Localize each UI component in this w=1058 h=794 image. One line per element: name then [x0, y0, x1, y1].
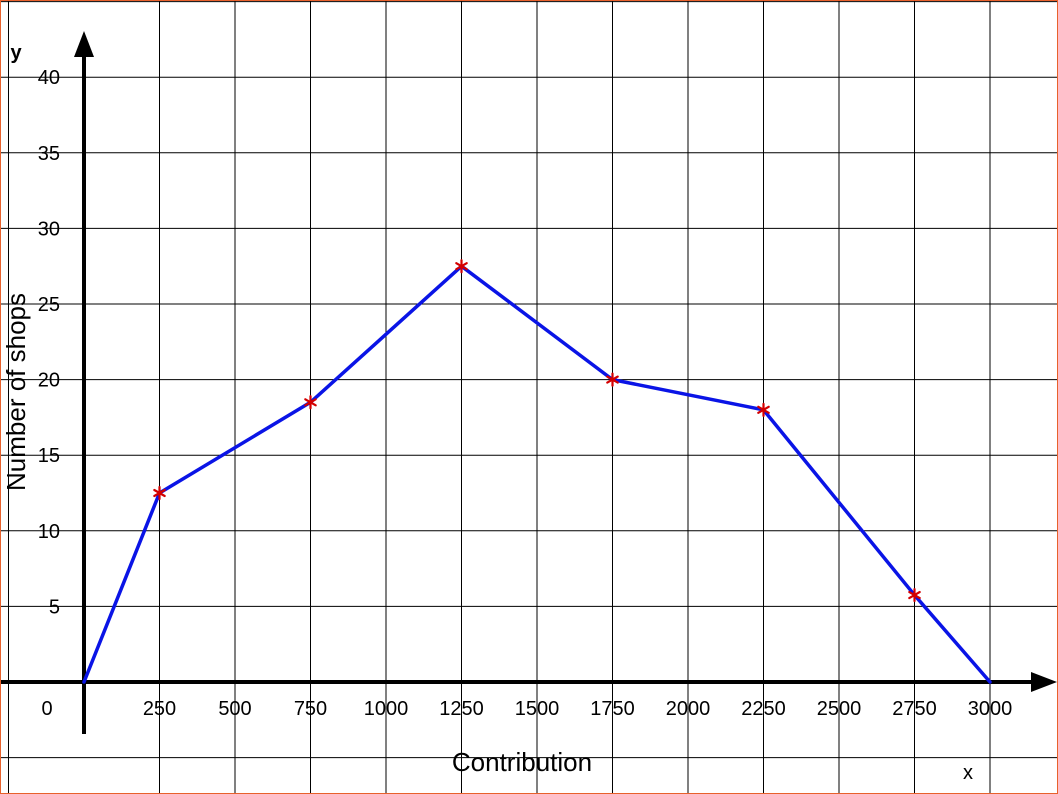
marker-layer: [153, 259, 921, 603]
marker-stroke: [304, 398, 317, 407]
y-tick-label: 30: [38, 218, 60, 240]
data-point-marker: [908, 587, 921, 603]
x-tick-label: 2750: [892, 698, 937, 720]
y-tick-label: 15: [38, 445, 60, 467]
data-point-marker: [606, 372, 619, 387]
y-tick-label: 35: [38, 143, 60, 165]
tick-labels: 250 500 750 1000 1250 1500 1750 2000 2250 2500 275…: [38, 67, 1013, 720]
x-axis-arrow: [1031, 672, 1057, 692]
data-point-marker: [153, 485, 166, 501]
marker-stroke: [606, 375, 619, 384]
data-point-marker: [455, 259, 468, 274]
x-tick-label: 2000: [666, 698, 711, 720]
data-point-marker: [757, 402, 770, 417]
x-tick-label: 3000: [968, 698, 1013, 720]
data-point-marker: [304, 395, 317, 410]
marker-stroke: [153, 488, 166, 498]
marker-stroke: [455, 262, 468, 271]
y-tick-label: 40: [38, 67, 60, 89]
y-tick-label: 5: [49, 596, 60, 618]
x-tick-label: 1500: [515, 698, 560, 720]
axes: [1, 31, 1057, 734]
x-tick-label: 750: [294, 698, 327, 720]
y-axis-label: Number of shops: [1, 293, 31, 491]
marker-stroke: [757, 405, 770, 414]
series-line: [82, 264, 992, 684]
y-tick-label: 20: [38, 370, 60, 392]
x-axis-letter: x: [963, 762, 973, 784]
x-tick-label: 1250: [439, 698, 484, 720]
y-tick-label: 25: [38, 294, 60, 316]
x-tick-label: 250: [143, 698, 176, 720]
y-axis-arrow: [74, 31, 94, 57]
x-tick-label: 500: [218, 698, 251, 720]
y-axis-letter: y: [10, 42, 22, 64]
x-tick-label: 2250: [741, 698, 786, 720]
x-tick-label: 1750: [590, 698, 635, 720]
x-tick-label: 1000: [364, 698, 409, 720]
origin-label: 0: [41, 698, 52, 720]
series-layer: [82, 264, 992, 684]
x-axis-label: Contribution: [452, 747, 592, 777]
marker-stroke: [908, 590, 921, 600]
y-tick-label: 10: [38, 521, 60, 543]
x-tick-label: 2500: [817, 698, 862, 720]
